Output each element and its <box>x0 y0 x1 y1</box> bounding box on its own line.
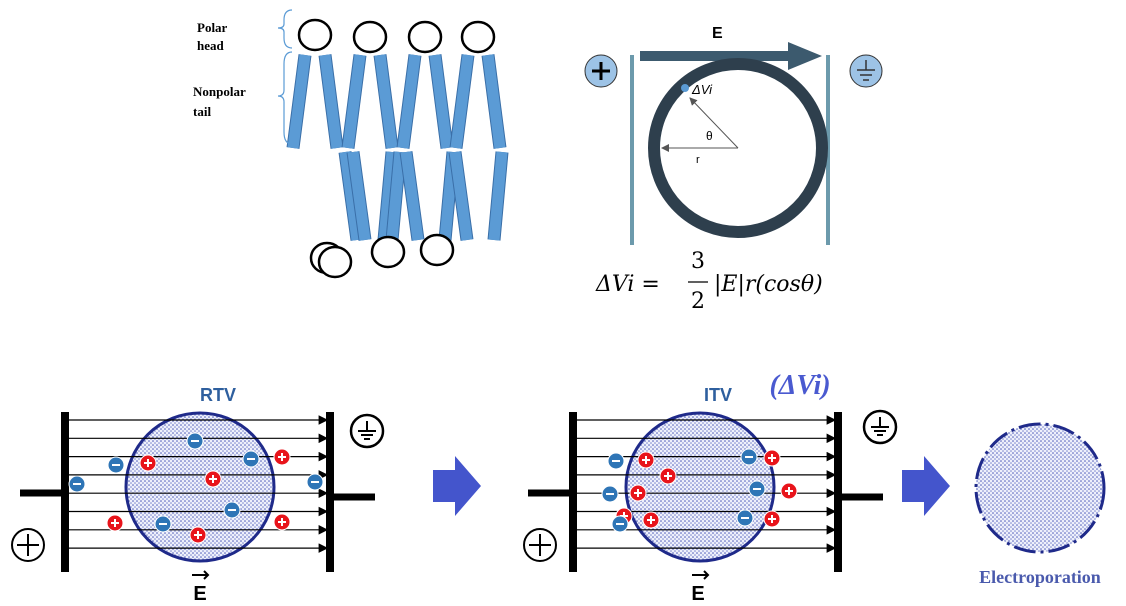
lipid-tail <box>325 55 337 148</box>
electroporation-label: Electroporation <box>979 567 1101 587</box>
field-vector <box>692 571 708 579</box>
formula-denominator: 2 <box>691 289 705 314</box>
label: Polar <box>197 20 228 35</box>
theta-label: θ <box>706 129 713 143</box>
lipid-tail <box>456 55 468 148</box>
lipid-tail <box>435 55 447 148</box>
lipid-tail <box>380 55 392 148</box>
field-vector <box>192 571 208 579</box>
radius-label: r <box>696 154 700 166</box>
bracket <box>278 10 292 48</box>
field-label: E <box>712 25 723 42</box>
panels <box>12 411 1104 579</box>
lipid-tail <box>403 55 415 148</box>
formula: ΔVi = 3 2 |E|r(cosθ) <box>595 249 823 314</box>
membrane <box>293 20 502 277</box>
lipid-head <box>299 20 331 50</box>
formula-lhs: ΔVi = <box>595 272 660 297</box>
panel-title: RTV <box>200 385 236 405</box>
membrane-labels: Polar head Nonpolar tail <box>193 20 246 119</box>
process-arrow <box>433 456 481 516</box>
lipid-head <box>354 22 386 52</box>
lipid-tail <box>406 152 418 240</box>
lipid-tail <box>488 55 500 148</box>
label: Nonpolar <box>193 84 246 99</box>
field-label: E <box>193 583 206 605</box>
panel-subtitle: (ΔVi) <box>769 370 830 401</box>
lipid-head <box>409 22 441 52</box>
process-arrow <box>902 456 950 516</box>
cell-model: E ΔVi θ r ΔVi = 3 2 |E|r(cosθ) <box>585 25 882 314</box>
lipid-head <box>421 235 453 265</box>
lipid-head <box>462 22 494 52</box>
panel-title: ITV <box>704 385 732 405</box>
lipid-head <box>319 247 351 277</box>
formula-rhs: |E|r(cosθ) <box>714 272 823 297</box>
formula-numerator: 3 <box>691 249 705 274</box>
lipid-tail <box>455 152 467 240</box>
lipid-tail <box>293 55 305 148</box>
label: tail <box>193 104 211 119</box>
lipid-head <box>372 237 404 267</box>
field-label: E <box>691 583 704 605</box>
delta-v-label: ΔVi <box>691 82 713 97</box>
diagram: Polar head Nonpolar tail E ΔVi θ r ΔVi =… <box>0 0 1126 606</box>
label: head <box>197 38 225 53</box>
porated-cell <box>976 424 1104 552</box>
lipid-tail <box>348 55 360 148</box>
